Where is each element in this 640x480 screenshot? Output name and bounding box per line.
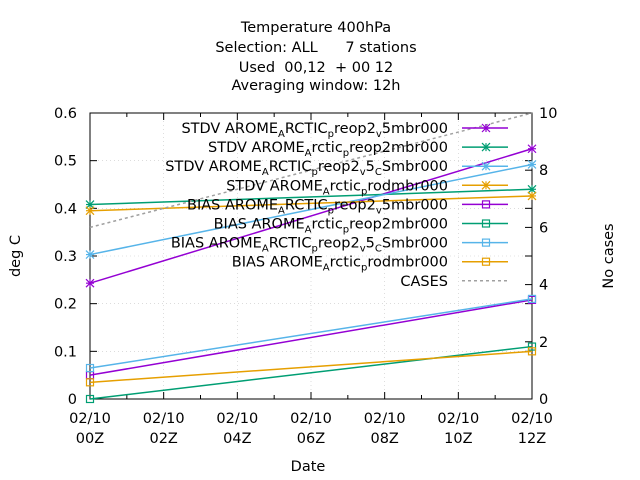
x-tick-label: 02/10 bbox=[290, 411, 332, 427]
point-marker bbox=[85, 250, 95, 259]
x-tick-label-line2: 06Z bbox=[297, 431, 325, 447]
legend-label: BIAS AROMEARCTICpreop2v5mbr000 bbox=[187, 197, 448, 216]
legend-label: BIAS AROMEARCTICpreop2v5CSmbr000 bbox=[171, 236, 448, 255]
title-line-3: Used 00,12 + 00 12 bbox=[239, 60, 394, 76]
point-marker bbox=[527, 160, 537, 169]
legend-entry-7: BIAS AROMEARCTICpreop2v5CSmbr000 bbox=[171, 236, 508, 255]
legend-label: CASES bbox=[400, 274, 448, 290]
y-tick-label: 0.5 bbox=[54, 154, 77, 170]
legend-entry-9: CASES bbox=[400, 274, 508, 290]
y-tick-label: 0.6 bbox=[54, 106, 77, 122]
series-6 bbox=[85, 342, 537, 404]
legend-entry-5: BIAS AROMEARCTICpreop2v5mbr000 bbox=[187, 197, 508, 216]
series-line bbox=[89, 112, 533, 229]
series-3 bbox=[85, 160, 537, 259]
x-tick-label-line2: 08Z bbox=[370, 431, 398, 447]
point-marker bbox=[527, 294, 537, 303]
y-tick-label: 0.3 bbox=[54, 249, 77, 265]
point-marker bbox=[85, 394, 95, 404]
point-marker bbox=[481, 142, 491, 152]
legend-entry-8: BIAS AROMEArcticprodmbr000 bbox=[232, 255, 508, 274]
point-marker bbox=[527, 342, 537, 351]
x-tick-label: 02/10 bbox=[437, 411, 479, 427]
series-1 bbox=[85, 144, 537, 288]
y2-tick-label: 0 bbox=[539, 392, 548, 408]
x-tick-label-line2: 12Z bbox=[518, 431, 546, 447]
point-marker bbox=[481, 161, 491, 171]
series-line bbox=[89, 195, 533, 212]
point-marker bbox=[85, 278, 95, 288]
series-7 bbox=[85, 294, 537, 373]
point-marker bbox=[481, 238, 491, 247]
legend-entry-1: STDV AROMEARCTICpreop2v5mbr000 bbox=[181, 121, 508, 140]
series-2 bbox=[85, 184, 537, 209]
x-tick-label-line2: 00Z bbox=[76, 431, 104, 447]
series-line bbox=[89, 299, 533, 376]
legend-label: STDV AROMEArcticprodmbr000 bbox=[226, 178, 448, 197]
point-marker bbox=[85, 363, 95, 373]
series-layer bbox=[85, 112, 537, 404]
y2-tick-label: 8 bbox=[539, 163, 548, 179]
y-tick-label: 0 bbox=[68, 392, 77, 408]
x-tick-label: 02/10 bbox=[364, 411, 406, 427]
grid bbox=[90, 113, 532, 399]
legend-entry-2: STDV AROMEArcticpreop2mbr000 bbox=[208, 140, 508, 159]
x-tick-label: 02/10 bbox=[216, 411, 258, 427]
legend-label: STDV AROMEArcticpreop2mbr000 bbox=[208, 140, 448, 159]
chart-title: Temperature 400hPa Selection: ALL 7 stat… bbox=[215, 20, 416, 94]
legend-entry-6: BIAS AROMEArcticpreop2mbr000 bbox=[214, 217, 508, 236]
y2-tick-label: 2 bbox=[539, 335, 548, 351]
legend-label: STDV AROMEARCTICpreop2v5CSmbr000 bbox=[165, 159, 448, 178]
point-marker bbox=[527, 347, 537, 356]
legend-label: BIAS AROMEArcticpreop2mbr000 bbox=[214, 217, 448, 236]
title-line-1: Temperature 400hPa bbox=[240, 20, 391, 36]
y2-tick-label: 4 bbox=[539, 278, 548, 294]
x-tick-label-line2: 10Z bbox=[444, 431, 472, 447]
axes: 0 0.1 0.2 0.3 0.4 0.5 0.6 0 2 4 6 8 10 02/10 00Z 02/10 0… bbox=[54, 106, 558, 447]
y-axis-label: deg C bbox=[8, 235, 24, 277]
point-marker bbox=[527, 184, 537, 194]
legend-entry-3: STDV AROMEARCTICpreop2v5CSmbr000 bbox=[165, 159, 508, 178]
series-9 bbox=[89, 112, 533, 229]
series-4 bbox=[85, 191, 537, 216]
series-line bbox=[89, 188, 533, 206]
series-8 bbox=[85, 347, 537, 387]
point-marker bbox=[527, 144, 537, 154]
series-line bbox=[89, 148, 533, 284]
y2-axis-label: No cases bbox=[601, 223, 617, 288]
y-tick-label: 0.4 bbox=[54, 201, 77, 217]
series-line bbox=[89, 298, 533, 369]
point-marker bbox=[85, 378, 95, 387]
y-tick-label: 0.1 bbox=[54, 344, 77, 360]
point-marker bbox=[527, 191, 537, 201]
point-marker bbox=[481, 180, 491, 190]
x-tick-label: 02/10 bbox=[143, 411, 185, 427]
y2-tick-label: 6 bbox=[539, 220, 548, 236]
point-marker bbox=[481, 257, 491, 266]
x-tick-label: 02/10 bbox=[69, 411, 111, 427]
x-tick-label: 02/10 bbox=[511, 411, 553, 427]
point-marker bbox=[481, 200, 491, 209]
title-line-4: Averaging window: 12h bbox=[231, 78, 400, 94]
point-marker bbox=[481, 123, 491, 133]
x-tick-label-line2: 02Z bbox=[149, 431, 177, 447]
y-tick-label: 0.2 bbox=[54, 297, 77, 313]
legend-label: STDV AROMEARCTICpreop2v5mbr000 bbox=[181, 121, 448, 140]
x-tick-label-line2: 04Z bbox=[223, 431, 251, 447]
point-marker bbox=[481, 219, 491, 228]
x-axis-label: Date bbox=[291, 459, 326, 475]
y2-tick-label: 10 bbox=[539, 106, 557, 122]
series-line bbox=[89, 345, 533, 400]
legend-entry-4: STDV AROMEArcticprodmbr000 bbox=[226, 178, 508, 197]
title-line-2: Selection: ALL 7 stations bbox=[215, 40, 416, 56]
series-line bbox=[89, 350, 533, 384]
series-line bbox=[89, 163, 533, 256]
point-marker bbox=[85, 206, 95, 216]
legend-label: BIAS AROMEArcticprodmbr000 bbox=[232, 255, 448, 274]
